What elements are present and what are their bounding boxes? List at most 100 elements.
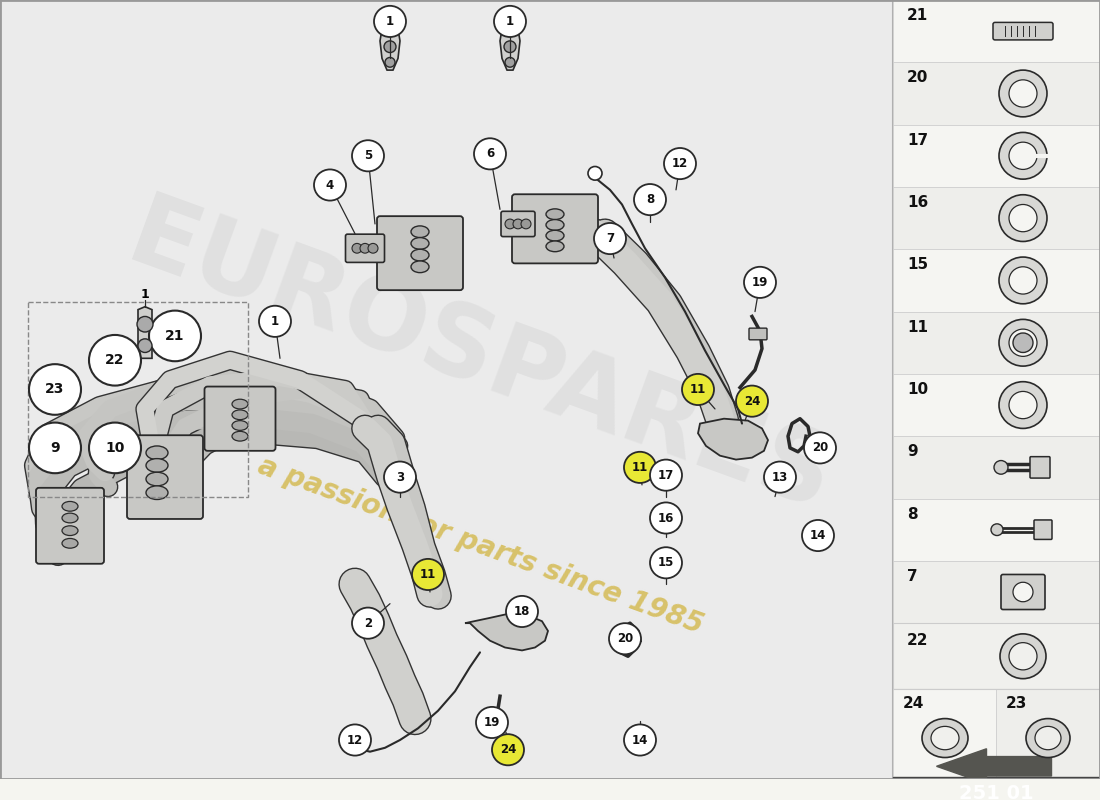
Bar <box>893 436 1100 498</box>
FancyBboxPatch shape <box>1034 520 1052 539</box>
Circle shape <box>991 524 1003 535</box>
Ellipse shape <box>232 431 248 441</box>
Ellipse shape <box>146 486 168 499</box>
Ellipse shape <box>411 250 429 261</box>
Ellipse shape <box>146 472 168 486</box>
Circle shape <box>764 462 796 493</box>
Bar <box>893 498 1100 561</box>
Circle shape <box>634 184 665 215</box>
Circle shape <box>650 547 682 578</box>
Circle shape <box>994 461 1008 474</box>
Text: 21: 21 <box>908 8 928 23</box>
Circle shape <box>89 422 141 474</box>
Bar <box>0 0 893 779</box>
Text: a passion for parts since 1985: a passion for parts since 1985 <box>253 451 706 639</box>
Text: 8: 8 <box>908 506 917 522</box>
Circle shape <box>29 364 81 414</box>
Circle shape <box>29 422 81 474</box>
Text: 7: 7 <box>908 569 917 584</box>
Ellipse shape <box>1035 726 1062 750</box>
Ellipse shape <box>232 421 248 430</box>
Text: 21: 21 <box>165 329 185 343</box>
Text: 251 01: 251 01 <box>959 784 1034 800</box>
Circle shape <box>89 335 141 386</box>
Ellipse shape <box>1009 142 1037 170</box>
FancyBboxPatch shape <box>512 194 598 263</box>
Circle shape <box>138 339 152 353</box>
Text: 23: 23 <box>1006 695 1027 710</box>
Text: 8: 8 <box>646 193 654 206</box>
Text: 10: 10 <box>106 441 124 455</box>
Text: 9: 9 <box>51 441 59 455</box>
Text: 24: 24 <box>499 743 516 756</box>
Circle shape <box>804 432 836 463</box>
Bar <box>996 690 1099 777</box>
Circle shape <box>744 266 775 298</box>
Text: 20: 20 <box>617 632 634 646</box>
Circle shape <box>258 306 292 337</box>
Circle shape <box>384 462 416 493</box>
Text: 10: 10 <box>908 382 928 397</box>
Circle shape <box>504 41 516 53</box>
Text: 4: 4 <box>326 178 334 191</box>
Text: 15: 15 <box>908 258 928 272</box>
Ellipse shape <box>146 458 168 472</box>
Circle shape <box>513 219 522 229</box>
Ellipse shape <box>1009 642 1037 670</box>
Circle shape <box>476 707 508 738</box>
FancyBboxPatch shape <box>205 386 275 451</box>
Circle shape <box>802 520 834 551</box>
Circle shape <box>1013 333 1033 353</box>
Text: 3: 3 <box>396 470 404 484</box>
Text: 1: 1 <box>506 15 514 28</box>
Circle shape <box>474 138 506 170</box>
Text: 9: 9 <box>908 444 917 459</box>
Bar <box>893 0 1100 779</box>
FancyBboxPatch shape <box>377 216 463 290</box>
Polygon shape <box>698 418 768 459</box>
Circle shape <box>314 170 346 201</box>
Ellipse shape <box>146 446 168 459</box>
Circle shape <box>494 6 526 37</box>
Ellipse shape <box>1009 266 1037 294</box>
Polygon shape <box>500 30 520 70</box>
Text: 2: 2 <box>364 617 372 630</box>
Text: 11: 11 <box>420 568 436 581</box>
Text: 11: 11 <box>631 461 648 474</box>
Text: 11: 11 <box>690 383 706 396</box>
Ellipse shape <box>546 230 564 241</box>
Ellipse shape <box>546 241 564 252</box>
Circle shape <box>412 559 444 590</box>
Text: 20: 20 <box>812 442 828 454</box>
Text: 20: 20 <box>908 70 928 86</box>
Text: 14: 14 <box>631 734 648 746</box>
Circle shape <box>360 243 370 253</box>
Circle shape <box>609 623 641 654</box>
Text: 15: 15 <box>658 556 674 570</box>
Circle shape <box>384 41 396 53</box>
Bar <box>893 0 1100 779</box>
Circle shape <box>368 243 378 253</box>
Circle shape <box>148 310 201 362</box>
Text: 19: 19 <box>751 276 768 289</box>
Bar <box>893 777 1100 779</box>
FancyBboxPatch shape <box>500 211 535 237</box>
Circle shape <box>736 386 768 417</box>
Circle shape <box>521 219 531 229</box>
Circle shape <box>138 317 153 332</box>
Circle shape <box>492 734 524 766</box>
Bar <box>893 62 1100 125</box>
Circle shape <box>505 219 515 229</box>
Text: 1: 1 <box>271 315 279 328</box>
Bar <box>893 561 1100 623</box>
Ellipse shape <box>1026 718 1070 758</box>
FancyBboxPatch shape <box>1030 457 1050 478</box>
Ellipse shape <box>411 238 429 250</box>
Ellipse shape <box>546 209 564 219</box>
Text: 17: 17 <box>908 133 928 148</box>
Bar <box>893 311 1100 374</box>
Text: 16: 16 <box>658 511 674 525</box>
Ellipse shape <box>232 410 248 420</box>
Ellipse shape <box>999 133 1047 179</box>
Ellipse shape <box>1000 634 1046 678</box>
